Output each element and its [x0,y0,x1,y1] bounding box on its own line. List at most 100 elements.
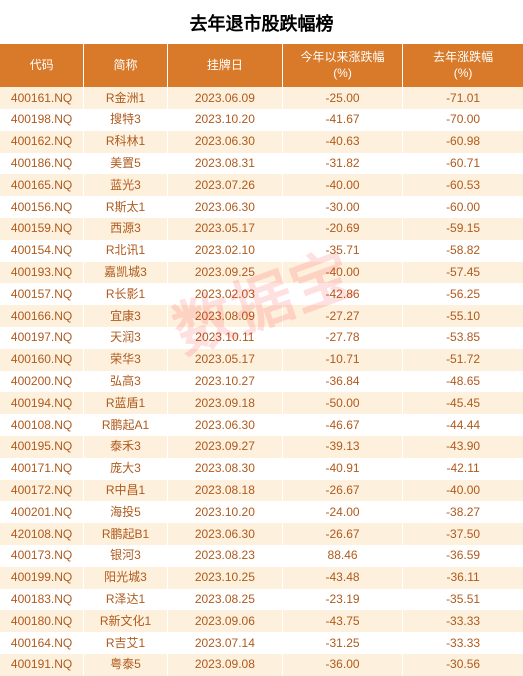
cell-name: 西源3 [84,218,168,240]
table-row: 400201.NQ海投52023.10.20-24.00-38.27 [0,501,523,523]
cell-last: -53.85 [403,327,523,349]
cell-code: 400198.NQ [0,109,84,131]
cell-name: R中昌1 [84,480,168,502]
table-row: 400157.NQR长影12023.02.03-42.86-56.25 [0,283,523,305]
cell-date: 2023.10.20 [167,501,282,523]
cell-date: 2023.09.08 [167,654,282,676]
cell-name: R泽达1 [84,589,168,611]
cell-name: 荣华3 [84,349,168,371]
cell-name: 泰禾3 [84,436,168,458]
table-header: 代码简称挂牌日今年以来涨跌幅(%)去年涨跌幅(%) [0,44,523,87]
cell-name: 搜特3 [84,109,168,131]
cell-last: -44.44 [403,414,523,436]
cell-ytd: -43.48 [282,567,402,589]
cell-last: -51.72 [403,349,523,371]
cell-last: -57.45 [403,262,523,284]
table-row: 400197.NQ天润32023.10.11-27.78-53.85 [0,327,523,349]
cell-name: 银河3 [84,545,168,567]
cell-last: -48.65 [403,371,523,393]
table-row: 400166.NQ宜康32023.08.09-27.27-55.10 [0,305,523,327]
cell-date: 2023.09.27 [167,436,282,458]
cell-date: 2023.08.18 [167,480,282,502]
cell-code: 400180.NQ [0,610,84,632]
table-row: 400159.NQ西源32023.05.17-20.69-59.15 [0,218,523,240]
cell-ytd: -20.69 [282,218,402,240]
cell-last: -38.27 [403,501,523,523]
cell-name: 阳光城3 [84,567,168,589]
cell-last: -58.82 [403,240,523,262]
table-row: 400193.NQ嘉凯城32023.09.25-40.00-57.45 [0,262,523,284]
table-row: 400154.NQR北讯12023.02.10-35.71-58.82 [0,240,523,262]
table-body: 400161.NQR金洲12023.06.09-25.00-71.0140019… [0,87,523,676]
cell-ytd: -40.00 [282,174,402,196]
cell-last: -60.98 [403,131,523,153]
cell-name: R吉艾1 [84,632,168,654]
cell-code: 400173.NQ [0,545,84,567]
table-row: 400195.NQ泰禾32023.09.27-39.13-43.90 [0,436,523,458]
col-header-code: 代码 [0,44,84,87]
cell-last: -59.15 [403,218,523,240]
cell-last: -56.25 [403,283,523,305]
cell-ytd: -40.63 [282,131,402,153]
cell-date: 2023.05.17 [167,218,282,240]
cell-date: 2023.08.30 [167,458,282,480]
cell-last: -33.33 [403,632,523,654]
cell-date: 2023.06.30 [167,131,282,153]
cell-name: R科林1 [84,131,168,153]
table-row: 400180.NQR新文化12023.09.06-43.75-33.33 [0,610,523,632]
cell-date: 2023.07.26 [167,174,282,196]
cell-date: 2023.09.06 [167,610,282,632]
cell-code: 400186.NQ [0,153,84,175]
cell-last: -30.56 [403,654,523,676]
cell-ytd: -40.91 [282,458,402,480]
cell-ytd: -27.78 [282,327,402,349]
cell-date: 2023.10.27 [167,371,282,393]
cell-code: 400157.NQ [0,283,84,305]
cell-ytd: 88.46 [282,545,402,567]
cell-code: 400159.NQ [0,218,84,240]
cell-name: 弘高3 [84,371,168,393]
cell-ytd: -25.00 [282,87,402,109]
cell-code: 400166.NQ [0,305,84,327]
cell-name: 美置5 [84,153,168,175]
cell-name: R鹏起A1 [84,414,168,436]
cell-date: 2023.06.30 [167,523,282,545]
cell-code: 400193.NQ [0,262,84,284]
cell-ytd: -50.00 [282,392,402,414]
cell-code: 400160.NQ [0,349,84,371]
cell-date: 2023.05.17 [167,349,282,371]
cell-code: 400162.NQ [0,131,84,153]
table-row: 420108.NQR鹏起B12023.06.30-26.67-37.50 [0,523,523,545]
cell-code: 400165.NQ [0,174,84,196]
table-row: 400173.NQ银河32023.08.2388.46-36.59 [0,545,523,567]
cell-last: -70.00 [403,109,523,131]
table-row: 400183.NQR泽达12023.08.25-23.19-35.51 [0,589,523,611]
cell-date: 2023.08.09 [167,305,282,327]
cell-ytd: -46.67 [282,414,402,436]
col-header-date: 挂牌日 [167,44,282,87]
table-row: 400162.NQR科林12023.06.30-40.63-60.98 [0,131,523,153]
table-row: 400172.NQR中昌12023.08.18-26.67-40.00 [0,480,523,502]
cell-ytd: -10.71 [282,349,402,371]
cell-code: 400201.NQ [0,501,84,523]
cell-date: 2023.10.11 [167,327,282,349]
table-row: 400191.NQ粤泰52023.09.08-36.00-30.56 [0,654,523,676]
cell-last: -60.53 [403,174,523,196]
col-header-last: 去年涨跌幅(%) [403,44,523,87]
cell-date: 2023.09.25 [167,262,282,284]
cell-name: R金洲1 [84,87,168,109]
table-row: 400161.NQR金洲12023.06.09-25.00-71.01 [0,87,523,109]
cell-code: 400183.NQ [0,589,84,611]
cell-name: R北讯1 [84,240,168,262]
cell-date: 2023.07.14 [167,632,282,654]
cell-name: 天润3 [84,327,168,349]
cell-code: 400200.NQ [0,371,84,393]
cell-date: 2023.08.23 [167,545,282,567]
cell-code: 400197.NQ [0,327,84,349]
cell-last: -45.45 [403,392,523,414]
cell-ytd: -26.67 [282,523,402,545]
cell-code: 400171.NQ [0,458,84,480]
cell-ytd: -31.82 [282,153,402,175]
cell-name: 嘉凯城3 [84,262,168,284]
cell-name: 粤泰5 [84,654,168,676]
